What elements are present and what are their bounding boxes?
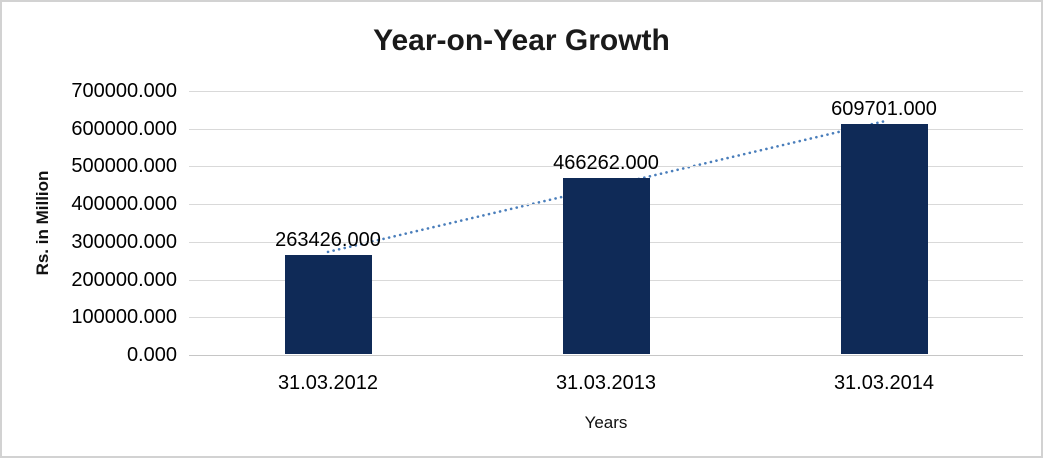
bar-value-label: 263426.000 xyxy=(275,228,381,251)
y-tick-label: 400000.000 xyxy=(71,193,177,216)
x-tick-label: 31.03.2014 xyxy=(833,372,935,394)
y-tick-label: 200000.000 xyxy=(71,268,177,291)
chart-title: Year-on-Year Growth xyxy=(373,24,670,57)
y-tick-label: 700000.000 xyxy=(71,80,177,102)
bar-value-label: 466262.000 xyxy=(553,152,659,175)
x-tick-label: 31.03.2013 xyxy=(555,372,657,394)
plot-area: 263426.000 466262.000 609701.000 xyxy=(189,91,1023,356)
bar xyxy=(840,124,928,354)
x-axis-tick-labels: 31.03.2012 31.03.2013 31.03.2014 xyxy=(189,372,1023,398)
y-tick-label: 600000.000 xyxy=(71,117,177,140)
y-tick-label: 100000.000 xyxy=(71,306,177,329)
x-axis-line xyxy=(189,355,1023,356)
gridline xyxy=(189,166,1023,168)
x-tick-label: 31.03.2012 xyxy=(277,372,379,394)
x-axis-title: Years xyxy=(584,413,628,432)
bar-value-label: 609701.000 xyxy=(831,98,937,121)
y-tick-label: 500000.000 xyxy=(71,155,177,178)
y-tick-label: 300000.000 xyxy=(71,230,177,253)
bar xyxy=(284,254,372,354)
y-tick-label: 0.000 xyxy=(126,344,177,366)
gridline xyxy=(189,128,1023,130)
bar xyxy=(562,178,650,354)
y-axis-tick-labels: 700000.000 600000.000 500000.000 400000.000… xyxy=(47,80,177,366)
gridline xyxy=(189,91,1023,92)
